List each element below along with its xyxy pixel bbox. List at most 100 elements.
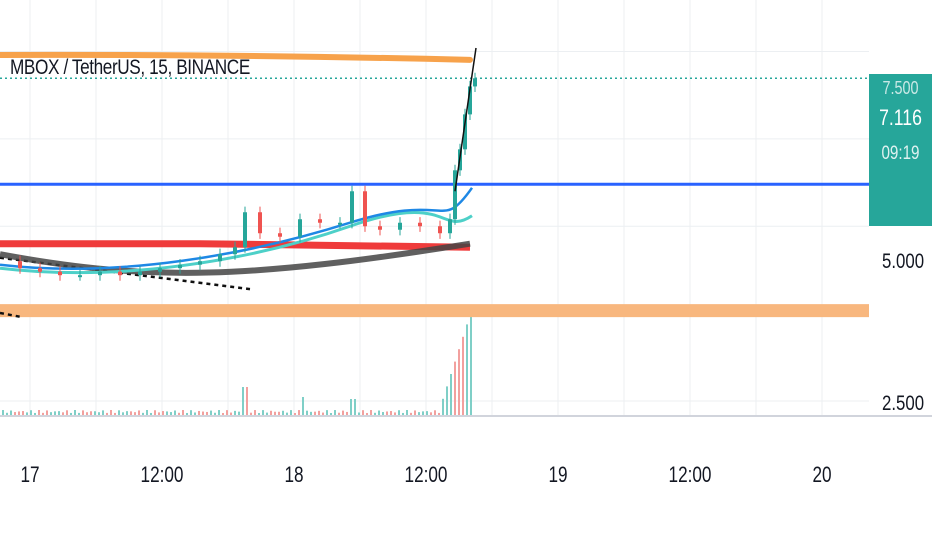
- volume-bar: [242, 387, 244, 415]
- candle-body: [243, 212, 247, 248]
- volume-bar: [306, 410, 308, 415]
- volume-bar: [294, 412, 296, 415]
- candle-body: [463, 114, 467, 150]
- candle-body: [418, 222, 422, 227]
- volume-bar: [338, 412, 340, 415]
- candle-body: [318, 219, 322, 223]
- support-band: [0, 304, 869, 318]
- volume-bar: [394, 412, 396, 415]
- volume-bar: [350, 399, 352, 415]
- candle-body: [378, 226, 382, 230]
- volume-bar: [50, 412, 52, 415]
- volume-bar: [290, 410, 292, 415]
- candle-body: [138, 271, 142, 276]
- volume-bar: [346, 411, 348, 415]
- volume-bar: [342, 410, 344, 415]
- volume-bar: [38, 410, 40, 415]
- volume-bar: [102, 410, 104, 415]
- price-scale-top-label: 7.500: [882, 78, 919, 98]
- volume-bar: [138, 410, 140, 415]
- orange-ma-line: [0, 51, 473, 63]
- price-candles: [18, 47, 477, 281]
- volume-bar: [278, 411, 280, 415]
- volume-bar: [22, 411, 24, 415]
- volume-bar: [246, 387, 248, 415]
- volume-bar: [450, 374, 452, 415]
- chart-title: MBOX / TetherUS, 15, BINANCE: [10, 56, 250, 79]
- pump-wick: [454, 47, 477, 192]
- candle-body: [38, 268, 42, 272]
- volume-bar: [42, 412, 44, 415]
- volume-bar: [226, 410, 228, 415]
- volume-bar: [454, 361, 456, 415]
- candle-body: [218, 254, 222, 262]
- volume-bar: [170, 412, 172, 415]
- volume-bar: [118, 410, 120, 415]
- x-tick-label: 18: [284, 462, 304, 487]
- y-tick-label: 2.500: [882, 392, 925, 415]
- volume-bar: [406, 410, 408, 415]
- volume-bar: [318, 410, 320, 415]
- volume-bar: [466, 324, 468, 415]
- volume-bar: [202, 411, 204, 415]
- y-tick-label: 5.000: [882, 250, 925, 273]
- volume-bar: [398, 410, 400, 415]
- volume-bar: [282, 410, 284, 415]
- volume-bar: [222, 412, 224, 415]
- volume-bar: [438, 412, 440, 415]
- volume-bar: [6, 412, 8, 415]
- volume-bar: [462, 336, 464, 415]
- volume-bar: [414, 410, 416, 415]
- last-price-badge: 7.500 7.116 09:19: [869, 74, 932, 226]
- trend-line: [0, 311, 23, 319]
- volume-bar: [110, 410, 112, 415]
- x-tick-label: 12:00: [140, 462, 184, 487]
- volume-bar: [70, 412, 72, 415]
- volume-bar: [142, 412, 144, 415]
- candle-body: [258, 212, 262, 234]
- volume-bar: [302, 397, 304, 415]
- candle-body: [233, 247, 237, 255]
- volume-bar: [78, 412, 80, 415]
- volume-bar: [362, 410, 364, 415]
- candle-body: [278, 233, 282, 237]
- volume-bar: [354, 399, 356, 415]
- volume-bar: [254, 410, 256, 415]
- volume-bar: [178, 412, 180, 415]
- volume-bar: [402, 412, 404, 415]
- volume-bar: [34, 412, 36, 415]
- volume-bar: [274, 411, 276, 415]
- candle-body: [58, 271, 62, 276]
- volume-bar: [470, 312, 472, 415]
- volume-bar: [198, 410, 200, 415]
- volume-bar: [310, 411, 312, 415]
- volume-bar: [206, 411, 208, 415]
- volume-bar: [150, 412, 152, 415]
- moving-averages: [0, 51, 474, 319]
- candle-body: [363, 191, 367, 227]
- candle-body: [158, 268, 162, 272]
- candle-body: [398, 222, 402, 230]
- volume-bar: [382, 412, 384, 415]
- volume-bar: [286, 412, 288, 415]
- x-tick-label: 12:00: [404, 462, 448, 487]
- volume-bar: [66, 410, 68, 415]
- candle-body: [18, 261, 22, 269]
- x-tick-label: 20: [812, 462, 832, 487]
- x-tick-label: 19: [548, 462, 568, 487]
- volume-bar: [10, 410, 12, 415]
- volume-bar: [250, 412, 252, 415]
- volume-bar: [334, 410, 336, 415]
- volume-bar: [390, 411, 392, 415]
- volume-bar: [422, 411, 424, 415]
- volume-bar: [322, 412, 324, 415]
- volume-bar: [166, 411, 168, 415]
- candle-body: [350, 191, 354, 223]
- volume-bar: [90, 411, 92, 415]
- volume-bar: [370, 410, 372, 415]
- volume-bar: [86, 412, 88, 415]
- volume-bar: [442, 398, 444, 415]
- volume-bar: [98, 412, 100, 415]
- candle-body: [468, 86, 472, 115]
